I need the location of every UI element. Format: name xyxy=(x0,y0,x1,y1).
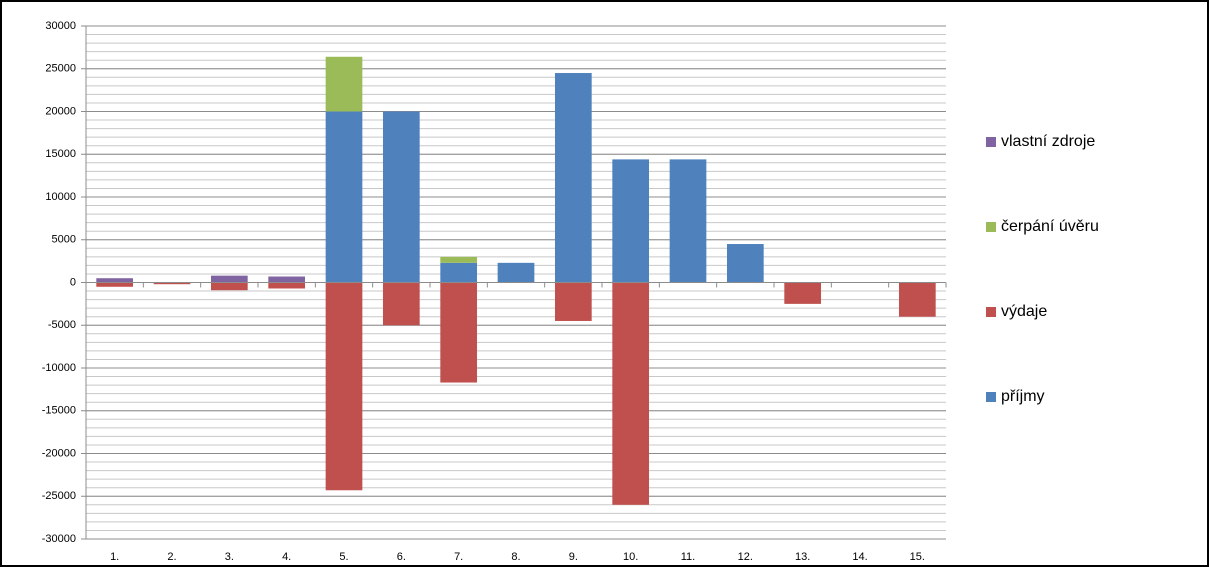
bar-segment xyxy=(612,282,650,505)
y-tick-label: -5000 xyxy=(48,319,76,331)
x-tick-label: 5. xyxy=(339,551,348,563)
bar-segment xyxy=(210,282,248,291)
y-tick-label: -25000 xyxy=(42,490,76,502)
legend-swatch xyxy=(986,222,996,232)
legend-label: čerpání úvěru xyxy=(1001,218,1099,235)
bar-segment xyxy=(669,159,707,283)
bar-segment xyxy=(210,275,248,283)
y-tick-label: -30000 xyxy=(42,533,76,545)
x-tick-label: 11. xyxy=(681,551,695,563)
bar-segment xyxy=(440,262,478,283)
bar-segment xyxy=(268,276,306,283)
y-tick-label: -10000 xyxy=(42,362,76,374)
legend-label: výdaje xyxy=(1001,303,1047,320)
y-tick-label: 30000 xyxy=(45,20,76,32)
bar-segment xyxy=(382,111,420,283)
x-tick-label: 1. xyxy=(110,551,119,563)
x-tick-label: 13. xyxy=(795,551,810,563)
bar-segment xyxy=(325,111,363,283)
bar-segment xyxy=(153,282,191,285)
y-tick-label: -15000 xyxy=(42,405,76,417)
y-tick-label: 25000 xyxy=(45,63,76,75)
x-tick-label: 4. xyxy=(282,551,291,563)
x-tick-label: 8. xyxy=(511,551,520,563)
bar-segment xyxy=(96,278,134,283)
y-tick-label: 10000 xyxy=(45,191,76,203)
bar-segment xyxy=(497,262,535,283)
y-tick-label: 5000 xyxy=(52,234,76,246)
x-tick-label: 12. xyxy=(738,551,753,563)
x-tick-label: 14. xyxy=(852,551,867,563)
bar-segment xyxy=(325,282,363,491)
bar-segment xyxy=(440,282,478,383)
y-tick-label: -20000 xyxy=(42,447,76,459)
x-tick-label: 7. xyxy=(454,551,463,563)
x-tick-label: 10. xyxy=(623,551,638,563)
legend-swatch xyxy=(986,307,996,317)
bar-segment xyxy=(554,73,592,283)
bar-segment xyxy=(784,282,822,304)
legend-label: příjmy xyxy=(1001,388,1045,405)
bar-segment xyxy=(898,282,936,317)
x-tick-label: 3. xyxy=(225,551,234,563)
legend-label: vlastní zdroje xyxy=(1001,133,1095,150)
bar-segment xyxy=(96,282,134,287)
x-tick-label: 9. xyxy=(569,551,578,563)
x-tick-label: 6. xyxy=(397,551,406,563)
y-tick-label: 15000 xyxy=(45,148,76,160)
bar-segment xyxy=(612,159,650,283)
x-tick-label: 15. xyxy=(910,551,925,563)
legend-swatch xyxy=(986,392,996,402)
bar-segment xyxy=(268,282,306,289)
x-tick-label: 2. xyxy=(167,551,176,563)
y-tick-label: 20000 xyxy=(45,105,76,117)
y-tick-label: 0 xyxy=(70,276,76,288)
bar-segment xyxy=(325,56,363,112)
bar-segment xyxy=(440,256,478,263)
bar-segment xyxy=(382,282,420,326)
legend-swatch xyxy=(986,137,996,147)
bar-segment xyxy=(554,282,592,321)
bar-segment xyxy=(726,244,764,283)
